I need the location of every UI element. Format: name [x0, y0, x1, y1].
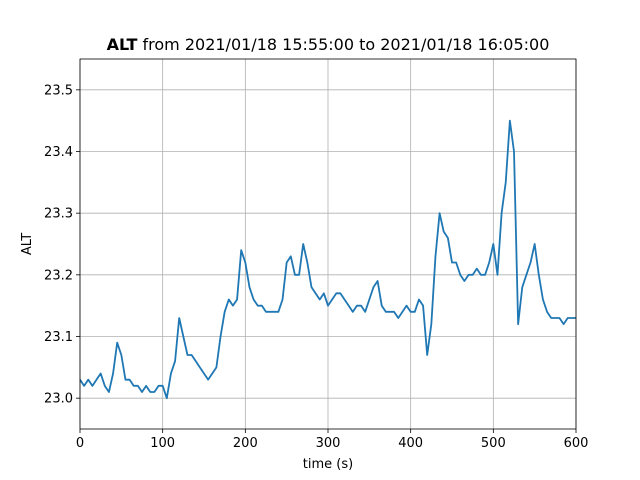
- title-bold: ALT: [107, 35, 138, 54]
- y-tick-label: 23.3: [44, 207, 73, 222]
- chart-title: ALT from 2021/01/18 15:55:00 to 2021/01/…: [107, 35, 550, 54]
- x-tick-label: 300: [316, 436, 341, 451]
- y-tick-label: 23.2: [44, 268, 73, 283]
- x-tick-label: 0: [76, 436, 84, 451]
- y-axis-label: ALT: [20, 233, 35, 255]
- x-tick-label: 400: [398, 436, 423, 451]
- title-rest: from 2021/01/18 15:55:00 to 2021/01/18 1…: [143, 35, 550, 54]
- data-line: [79, 119, 576, 400]
- x-tick-label: 100: [150, 436, 175, 451]
- x-axis-label: time (s): [303, 457, 353, 472]
- y-tick-label: 23.0: [44, 392, 73, 407]
- y-tick-label: 23.4: [44, 145, 73, 160]
- x-tick-label: 500: [481, 436, 506, 451]
- plot-area: [79, 119, 576, 400]
- x-tick-label: 600: [564, 436, 589, 451]
- x-tick-label: 200: [233, 436, 258, 451]
- y-tick-label: 23.1: [44, 330, 73, 345]
- ticks: 0 100 200 300 400 500 600 23.0 23.1 23.2 23.3 23.4 2…: [44, 83, 588, 451]
- y-tick-label: 23.5: [44, 83, 73, 98]
